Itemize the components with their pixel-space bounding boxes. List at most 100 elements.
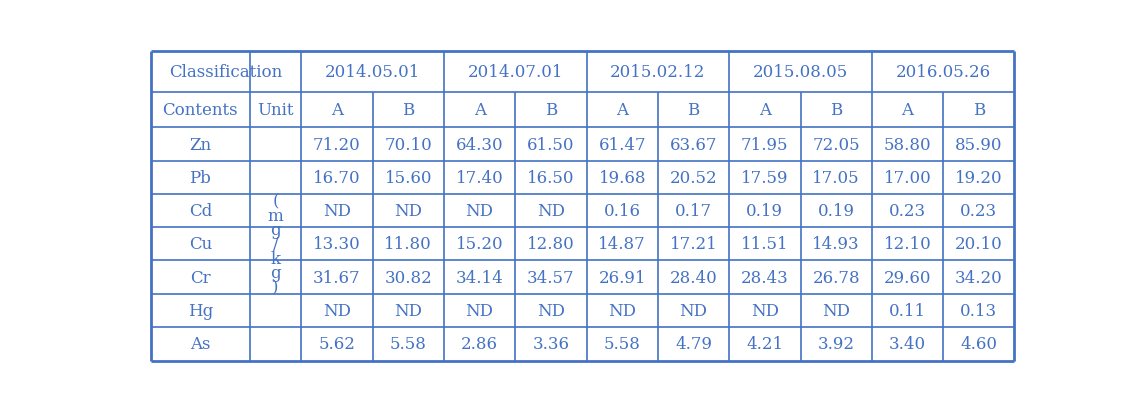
Text: m: m xyxy=(267,207,283,224)
Text: 3.40: 3.40 xyxy=(889,335,926,353)
Text: A: A xyxy=(616,102,629,119)
Text: 17.05: 17.05 xyxy=(812,169,860,187)
Text: 19.20: 19.20 xyxy=(955,169,1003,187)
Text: 0.19: 0.19 xyxy=(746,202,783,220)
Text: 26.91: 26.91 xyxy=(598,269,646,286)
Text: k: k xyxy=(271,250,281,267)
Text: A: A xyxy=(331,102,343,119)
Text: 2014.07.01: 2014.07.01 xyxy=(467,64,563,81)
Text: 71.95: 71.95 xyxy=(741,136,789,153)
Text: 14.93: 14.93 xyxy=(812,236,860,253)
Text: 11.51: 11.51 xyxy=(741,236,789,253)
Text: g: g xyxy=(271,264,281,281)
Text: A: A xyxy=(758,102,771,119)
Text: 12.80: 12.80 xyxy=(528,236,575,253)
Text: 0.16: 0.16 xyxy=(604,202,641,220)
Text: Contents: Contents xyxy=(163,102,238,119)
Text: 5.58: 5.58 xyxy=(390,335,426,353)
Text: 28.40: 28.40 xyxy=(670,269,717,286)
Text: Cu: Cu xyxy=(189,236,211,253)
Text: 61.47: 61.47 xyxy=(598,136,646,153)
Text: 0.19: 0.19 xyxy=(818,202,855,220)
Text: 4.79: 4.79 xyxy=(675,335,712,353)
Text: 72.05: 72.05 xyxy=(812,136,860,153)
Text: 2015.02.12: 2015.02.12 xyxy=(611,64,706,81)
Text: 11.80: 11.80 xyxy=(384,236,432,253)
Text: Hg: Hg xyxy=(188,302,213,319)
Text: A: A xyxy=(474,102,485,119)
Text: 15.20: 15.20 xyxy=(456,236,504,253)
Text: 5.62: 5.62 xyxy=(318,335,356,353)
Text: 0.23: 0.23 xyxy=(889,202,926,220)
Text: 31.67: 31.67 xyxy=(313,269,360,286)
Text: 63.67: 63.67 xyxy=(670,136,717,153)
Text: ND: ND xyxy=(537,202,565,220)
Text: 2014.05.01: 2014.05.01 xyxy=(325,64,421,81)
Text: 58.80: 58.80 xyxy=(883,136,931,153)
Text: ND: ND xyxy=(822,302,850,319)
Text: 17.40: 17.40 xyxy=(456,169,504,187)
Text: ND: ND xyxy=(466,202,493,220)
Text: 34.20: 34.20 xyxy=(955,269,1003,286)
Text: Classification: Classification xyxy=(169,64,283,81)
Text: Cr: Cr xyxy=(190,269,210,286)
Text: 0.23: 0.23 xyxy=(961,202,997,220)
Text: ): ) xyxy=(272,279,279,295)
Text: Zn: Zn xyxy=(189,136,211,153)
Text: 30.82: 30.82 xyxy=(384,269,432,286)
Text: 16.70: 16.70 xyxy=(313,169,360,187)
Text: g: g xyxy=(271,222,281,238)
Text: ND: ND xyxy=(608,302,637,319)
Text: ND: ND xyxy=(680,302,707,319)
Text: 34.57: 34.57 xyxy=(528,269,574,286)
Text: 0.13: 0.13 xyxy=(961,302,997,319)
Text: 0.11: 0.11 xyxy=(889,302,926,319)
Text: 13.30: 13.30 xyxy=(313,236,360,253)
Text: 17.00: 17.00 xyxy=(883,169,931,187)
Text: 4.21: 4.21 xyxy=(746,335,783,353)
Text: B: B xyxy=(830,102,843,119)
Text: 15.60: 15.60 xyxy=(384,169,432,187)
Text: Unit: Unit xyxy=(257,102,293,119)
Text: 34.14: 34.14 xyxy=(456,269,504,286)
Text: 3.36: 3.36 xyxy=(532,335,570,353)
Text: ND: ND xyxy=(323,302,351,319)
Text: B: B xyxy=(973,102,985,119)
Text: 4.60: 4.60 xyxy=(961,335,997,353)
Text: B: B xyxy=(688,102,699,119)
Text: 20.52: 20.52 xyxy=(670,169,717,187)
Text: ND: ND xyxy=(466,302,493,319)
Text: (: ( xyxy=(272,193,279,210)
Text: 26.78: 26.78 xyxy=(812,269,860,286)
Text: 61.50: 61.50 xyxy=(528,136,574,153)
Text: 19.68: 19.68 xyxy=(598,169,646,187)
Text: 0.17: 0.17 xyxy=(675,202,712,220)
Text: 3.92: 3.92 xyxy=(818,335,855,353)
Text: 12.10: 12.10 xyxy=(883,236,931,253)
Text: As: As xyxy=(190,335,210,353)
Text: 20.10: 20.10 xyxy=(955,236,1003,253)
Text: 16.50: 16.50 xyxy=(528,169,574,187)
Text: 71.20: 71.20 xyxy=(313,136,360,153)
Text: 29.60: 29.60 xyxy=(883,269,931,286)
Text: 85.90: 85.90 xyxy=(955,136,1003,153)
Text: Pb: Pb xyxy=(190,169,211,187)
Text: B: B xyxy=(545,102,557,119)
Text: A: A xyxy=(902,102,913,119)
Text: 70.10: 70.10 xyxy=(384,136,432,153)
Text: ND: ND xyxy=(537,302,565,319)
Text: 17.21: 17.21 xyxy=(670,236,717,253)
Text: /: / xyxy=(273,236,279,253)
Text: ND: ND xyxy=(395,202,422,220)
Text: Cd: Cd xyxy=(189,202,211,220)
Text: B: B xyxy=(402,102,414,119)
Text: 17.59: 17.59 xyxy=(741,169,789,187)
Text: ND: ND xyxy=(395,302,422,319)
Text: ND: ND xyxy=(323,202,351,220)
Text: 64.30: 64.30 xyxy=(456,136,504,153)
Text: 14.87: 14.87 xyxy=(598,236,646,253)
Text: ND: ND xyxy=(750,302,779,319)
Text: 28.43: 28.43 xyxy=(741,269,789,286)
Text: 2.86: 2.86 xyxy=(462,335,498,353)
Text: 2016.05.26: 2016.05.26 xyxy=(896,64,990,81)
